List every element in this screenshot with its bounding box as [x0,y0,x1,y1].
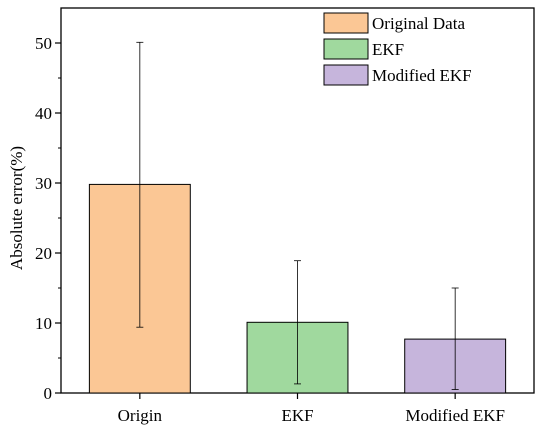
y-tick-label: 50 [35,34,52,53]
legend-item: Original Data [323,12,465,34]
error-bars [136,41,459,390]
legend-label: Modified EKF [372,66,472,85]
error-bar [294,260,301,385]
legend-swatch [323,64,369,86]
legend-label: Original Data [372,14,465,33]
y-tick-label: 40 [35,104,52,123]
legend-swatch [323,38,369,60]
x-ticks: Origin EKF Modified EKF [118,393,505,425]
legend-item: EKF [323,38,404,60]
x-tick-label: Origin [118,406,163,425]
y-tick-label: 0 [44,384,53,403]
y-tick-label: 10 [35,314,52,333]
y-tick-label: 30 [35,174,52,193]
y-tick-label: 20 [35,244,52,263]
x-tick-label: Modified EKF [405,406,505,425]
legend-swatch [323,12,369,34]
y-ticks: 0 10 20 30 40 50 [35,34,61,403]
x-tick-label: EKF [281,406,313,425]
error-bar [451,287,459,390]
y-axis-label: Absolute error(%) [7,146,26,270]
legend-label: EKF [372,40,404,59]
error-bar [136,41,144,328]
legend: Original Data EKF Modified EKF [323,12,472,86]
legend-item: Modified EKF [323,64,472,86]
